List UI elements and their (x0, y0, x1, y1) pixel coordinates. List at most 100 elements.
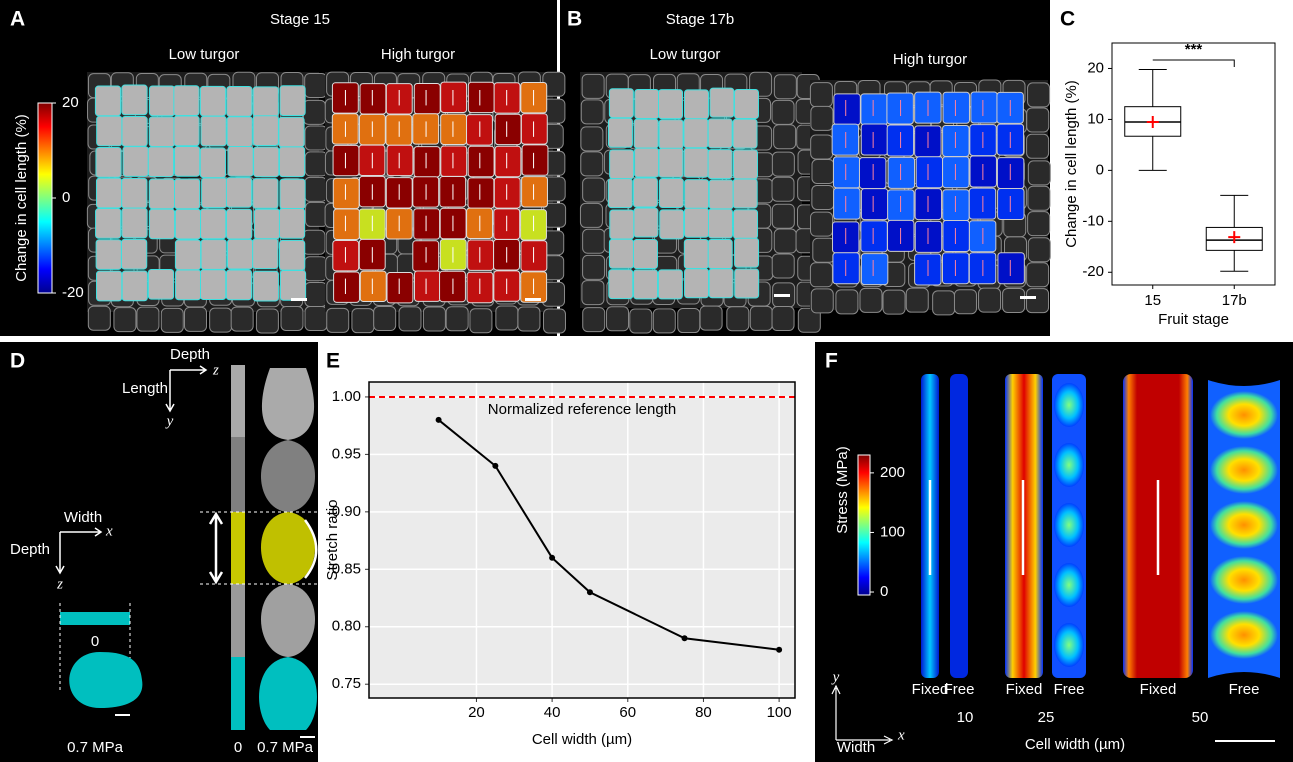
cell (121, 270, 148, 302)
cell-outline (422, 306, 446, 332)
cell-outline (209, 307, 233, 333)
y-tick-label: 0 (1096, 161, 1104, 178)
cell (252, 270, 279, 302)
y-tick-label: 20 (1087, 59, 1104, 76)
x-tick-label: 15 (1144, 292, 1161, 309)
cell (252, 178, 279, 209)
cell-outline (582, 307, 606, 333)
cell-outline (810, 288, 834, 314)
cell (200, 239, 227, 270)
axis-label: y (165, 413, 174, 429)
axes-icon (55, 365, 208, 575)
cell (633, 118, 659, 149)
cell-outline (302, 99, 326, 125)
colorbar-tick-label: 200 (880, 464, 905, 481)
cell (707, 208, 733, 239)
cell (120, 238, 148, 270)
cell (521, 176, 548, 208)
pressure-label: 0 (234, 739, 242, 756)
cell (122, 146, 149, 177)
cell-outline (542, 308, 566, 334)
bar-segment (231, 437, 245, 512)
cell-outline (810, 105, 834, 131)
point (681, 635, 688, 642)
cell-outline (953, 289, 977, 315)
cell-outline (582, 177, 606, 203)
y-tick-label: 0.75 (332, 675, 361, 692)
cell (173, 85, 200, 116)
cell (225, 269, 253, 301)
cell (252, 238, 279, 270)
cell (333, 208, 361, 240)
strip-label: Fixed (1140, 681, 1177, 698)
cell-outline (773, 124, 797, 150)
cell (386, 272, 414, 304)
cell (121, 84, 148, 116)
cell (148, 178, 176, 210)
panel-title: Stage 15 (270, 11, 330, 28)
cell (632, 239, 658, 270)
cell-outline (771, 253, 795, 279)
subtitle: High turgor (381, 46, 455, 63)
cell-outline (304, 306, 328, 332)
cell (860, 123, 889, 156)
x-tick-label: 100 (767, 704, 792, 721)
cell-model (59, 365, 318, 738)
cell (494, 145, 522, 178)
cell-outline (1026, 133, 1050, 159)
x-axis-label: Fruit stage (1158, 311, 1229, 328)
cell-outline (230, 306, 254, 332)
cell (707, 239, 733, 270)
cell (225, 177, 253, 208)
cell (440, 145, 468, 177)
cell-outline (771, 306, 795, 332)
axis-label: z (212, 362, 219, 378)
cell-outline (797, 307, 821, 333)
x-tick-label: 17b (1222, 292, 1247, 309)
cell-outline (469, 308, 493, 334)
axis-label: z (56, 576, 63, 592)
colorbar-tick-label: 20 (62, 94, 79, 111)
cell (226, 238, 254, 270)
strip-label: Free (944, 681, 975, 698)
axis-label: Depth (170, 346, 210, 363)
colorbar (37, 102, 53, 294)
plot-frame (368, 381, 796, 699)
cell-outline (771, 203, 795, 229)
cell (607, 178, 633, 209)
cell-outline (581, 280, 605, 306)
cell (860, 253, 889, 286)
cell (174, 178, 201, 210)
cell-outline (1026, 262, 1050, 288)
cell (942, 189, 970, 222)
scale-bar (115, 714, 130, 716)
cell (942, 91, 970, 124)
cell (942, 219, 970, 252)
panel-label: D (10, 350, 25, 373)
plot-bg (369, 382, 795, 698)
cell (608, 269, 634, 300)
scale-bar (300, 736, 315, 738)
colorbar-label: Change in cell length (%) (13, 114, 30, 282)
strip-label: Fixed (912, 681, 949, 698)
cell-outline (809, 82, 833, 108)
subtitle: Low turgor (650, 46, 721, 63)
cell-outline (580, 151, 604, 177)
panel-label: E (326, 350, 340, 373)
significance: *** (1185, 41, 1203, 58)
y-tick-label: 0.90 (332, 503, 361, 520)
cell-outline (326, 307, 350, 333)
cell-outline (699, 305, 723, 331)
width-label: 50 (1192, 709, 1209, 726)
pressure-label: 0.7 MPa (67, 739, 124, 756)
cell (887, 156, 916, 189)
colorbar-tick-label: -20 (62, 284, 84, 301)
cell (252, 86, 279, 118)
axis-label: x (105, 523, 113, 539)
scale-bar (1215, 740, 1275, 742)
scale-bar (774, 294, 790, 297)
cell (833, 187, 861, 220)
axis-label: x (897, 727, 905, 743)
cell (520, 113, 548, 145)
